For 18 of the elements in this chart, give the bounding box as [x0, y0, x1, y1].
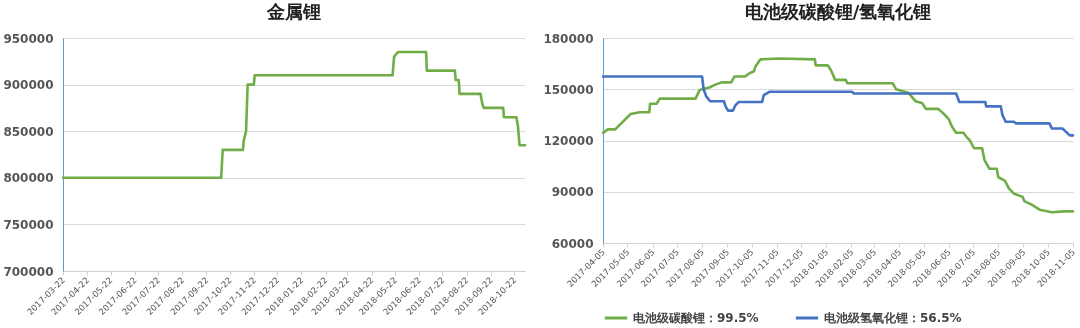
y-tick-label: 150000 [543, 82, 594, 97]
y-tick-label: 60000 [551, 236, 594, 251]
y-tick-label: 900000 [3, 78, 54, 93]
chart-title: 电池级碳酸锂/氢氧化锂 [744, 1, 932, 22]
y-tick-label: 700000 [3, 264, 54, 279]
y-tick-label: 850000 [3, 124, 54, 139]
y-tick-label: 950000 [3, 31, 54, 46]
line-series [61, 50, 527, 180]
legend-label: 电池级碳酸锂：99.5% [633, 311, 759, 325]
y-tick-label: 800000 [3, 171, 54, 186]
y-tick-label: 750000 [3, 217, 54, 232]
y-tick-label: 120000 [543, 134, 594, 148]
legend-label: 电池级氢氧化锂：56.5% [824, 311, 962, 325]
chart-title: 金属锂 [266, 1, 321, 22]
y-tick-label: 180000 [543, 31, 594, 46]
line-series [601, 75, 1075, 137]
y-tick-label: 90000 [551, 185, 594, 200]
line-series [601, 57, 1075, 214]
